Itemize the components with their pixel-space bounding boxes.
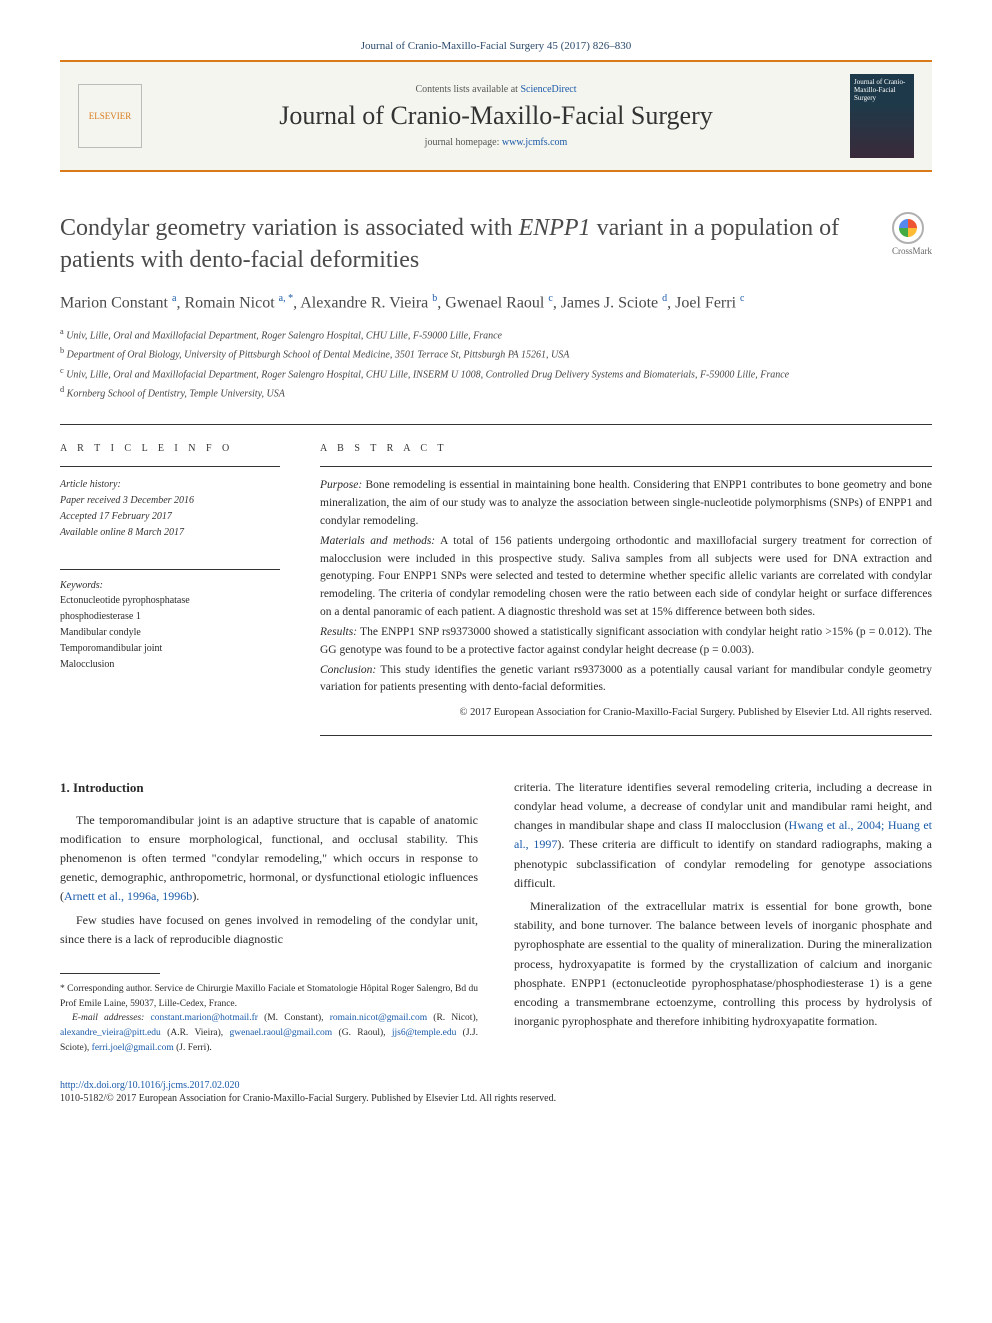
history-label: Article history: [60, 477, 280, 493]
crossmark-label: CrossMark [892, 246, 932, 256]
citation-link[interactable]: Arnett et al., 1996a, 1996b [64, 889, 192, 903]
homepage-link[interactable]: www.jcmfs.com [502, 137, 567, 148]
contents-prefix: Contents lists available at [415, 84, 520, 95]
body-paragraph: Few studies have focused on genes involv… [60, 911, 478, 949]
title-pre: Condylar geometry variation is associate… [60, 215, 519, 241]
keywords-label: Keywords: [60, 580, 280, 591]
abstract-label: A B S T R A C T [320, 443, 932, 454]
article-title: Condylar geometry variation is associate… [60, 212, 872, 277]
journal-name: Journal of Cranio-Maxillo-Facial Surgery [160, 101, 832, 131]
section-heading-intro: 1. Introduction [60, 778, 478, 799]
history-online: Available online 8 March 2017 [60, 525, 280, 541]
homepage-prefix: journal homepage: [425, 137, 502, 148]
abstract-conclusion-label: Conclusion: [320, 664, 376, 676]
keyword: phosphodiesterase 1 [60, 609, 280, 625]
crossmark-icon[interactable] [892, 212, 924, 244]
journal-cover-thumb: Journal of Cranio-Maxillo-Facial Surgery [850, 74, 914, 158]
abstract-results-label: Results: [320, 626, 357, 638]
journal-header: ELSEVIER Contents lists available at Sci… [60, 60, 932, 172]
abstract-conclusion: This study identifies the genetic varian… [320, 664, 932, 694]
keyword: Ectonucleotide pyrophosphatase [60, 593, 280, 609]
body-text: ). These criteria are difficult to ident… [514, 837, 932, 889]
abstract-mm: A total of 156 patients undergoing ortho… [320, 535, 932, 618]
homepage-line: journal homepage: www.jcmfs.com [160, 137, 832, 148]
elsevier-logo: ELSEVIER [78, 84, 142, 148]
abstract-results: The ENPP1 SNP rs9373000 showed a statist… [320, 626, 932, 656]
article-info-label: A R T I C L E I N F O [60, 443, 280, 454]
body-paragraph: The temporomandibular joint is an adapti… [60, 811, 478, 907]
corresponding-author: * Corresponding author. Service de Chiru… [60, 982, 478, 1011]
issn-copyright: 1010-5182/© 2017 European Association fo… [60, 1093, 932, 1104]
citation-line: Journal of Cranio-Maxillo-Facial Surgery… [60, 40, 932, 52]
doi-link[interactable]: http://dx.doi.org/10.1016/j.jcms.2017.02… [60, 1080, 240, 1091]
abstract-copyright: © 2017 European Association for Cranio-M… [320, 705, 932, 721]
keyword: Mandibular condyle [60, 625, 280, 641]
publisher-name: ELSEVIER [89, 111, 132, 121]
footnotes: * Corresponding author. Service de Chiru… [60, 982, 478, 1056]
keyword: Temporomandibular joint [60, 641, 280, 657]
emails-label: E-mail addresses: [72, 1013, 144, 1023]
abstract-purpose-label: Purpose: [320, 479, 362, 491]
body-paragraph: Mineralization of the extracellular matr… [514, 897, 932, 1031]
history-accepted: Accepted 17 February 2017 [60, 509, 280, 525]
author-list: Marion Constant a, Romain Nicot a, *, Al… [60, 291, 932, 315]
body-text: ). [192, 889, 199, 903]
sciencedirect-link[interactable]: ScienceDirect [520, 84, 576, 95]
title-gene: ENPP1 [519, 215, 591, 241]
abstract-purpose: Bone remodeling is essential in maintain… [320, 479, 932, 527]
keyword: Malocclusion [60, 657, 280, 673]
abstract-mm-label: Materials and methods: [320, 535, 435, 547]
abstract-body: Purpose: Bone remodeling is essential in… [320, 466, 932, 721]
history-received: Paper received 3 December 2016 [60, 493, 280, 509]
body-paragraph: criteria. The literature identifies seve… [514, 778, 932, 893]
contents-list-line: Contents lists available at ScienceDirec… [160, 84, 832, 95]
affiliation-list: a Univ, Lille, Oral and Maxillofacial De… [60, 325, 932, 402]
doi-line: http://dx.doi.org/10.1016/j.jcms.2017.02… [60, 1080, 932, 1091]
